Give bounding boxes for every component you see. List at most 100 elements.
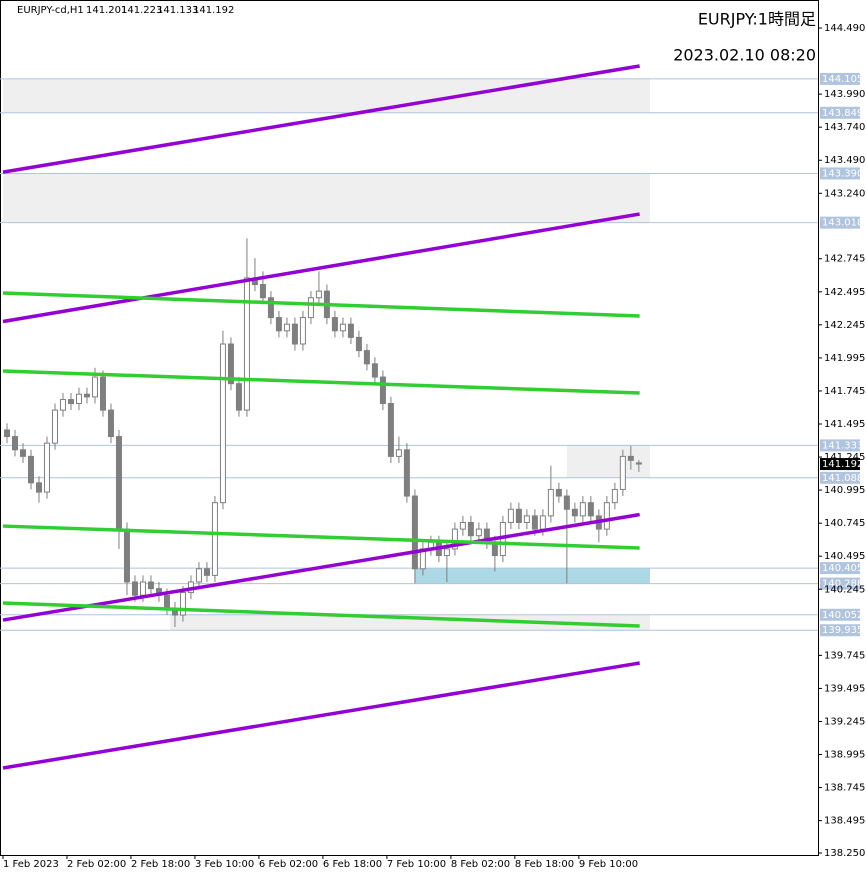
candle-body [43,442,50,493]
candle-body [451,528,458,550]
y-tick-label: 140.495 [824,551,865,562]
level-label: 141.333 [822,440,863,451]
y-tick-label: 140.745 [824,518,865,529]
trend-line [2,291,640,318]
candle-body [83,393,90,398]
y-tick-label: 141.245 [824,452,865,463]
candle-body [211,502,218,576]
level-label: 140.052 [822,610,863,621]
trend-line [2,661,640,770]
candle-body [379,376,386,405]
y-tick-label: 142.245 [824,320,865,331]
header-high: 141.223 [121,5,162,16]
candle-body [283,323,290,332]
symbol: EURJPY-cd,H1 [17,5,84,16]
header-open: 141.201 [86,5,127,16]
level-label-bg [820,577,860,590]
y-tick-label: 139.495 [824,683,865,694]
candle-body [475,528,482,537]
y-tick-label: 142.495 [824,287,865,298]
level-label-bg [820,106,860,119]
candle-body [331,317,338,332]
candle-body [195,568,202,583]
candle-body [19,449,26,457]
candle-body [75,393,82,405]
candle-body [635,462,642,465]
candle-body [579,502,586,517]
chart-title: EURJPY:1時間足 [698,10,816,29]
candle-body [203,568,210,576]
candle-body [51,409,58,444]
candle-body [403,449,410,497]
candle-body [243,277,250,411]
y-tick-label: 139.745 [824,650,865,661]
x-tick-label: 1 Feb 2023 [3,859,59,870]
candle-body [107,409,114,438]
candle-body [267,297,274,319]
candle-body [539,515,546,530]
candle-body [299,317,306,345]
level-label: 144.105 [822,74,863,85]
candle-body [611,488,618,504]
level-label-bg [820,216,860,229]
y-tick-label: 138.745 [824,783,865,794]
header-low: 141.133 [157,5,198,16]
level-label: 143.849 [822,108,863,119]
candle-body [395,449,402,457]
candle-body [587,502,594,517]
y-tick-label: 144.490 [824,23,865,34]
candle-body [227,343,234,385]
candle-body [99,376,106,411]
y-tick-label: 140.245 [824,584,865,595]
y-tick-label: 140.995 [824,485,865,496]
candle-body [291,323,298,345]
candle-body [467,521,474,537]
level-label: 140.288 [822,579,863,590]
zone [3,173,651,223]
level-label: 141.088 [822,473,863,484]
header-close: 141.192 [193,5,234,16]
trend-line [2,212,640,324]
candle-body [619,455,626,490]
candle-body [315,290,322,299]
candle-body [307,297,314,319]
y-tick-label: 138.250 [824,848,865,859]
level-label-bg [820,471,860,484]
candle-body [555,488,562,497]
x-tick-label: 9 Feb 10:00 [579,859,638,870]
y-tick-label: 138.995 [824,750,865,761]
candle-body [67,399,74,405]
candle-body [27,455,34,484]
x-tick-label: 3 Feb 10:00 [195,859,254,870]
chart-subtitle: 2023.02.10 08:20 [673,46,816,65]
candle-body [259,284,266,299]
candle-body [147,581,154,590]
trend-line [2,369,640,395]
candle-body [443,548,450,557]
level-label-bg [820,608,860,621]
y-tick-label: 143.740 [824,122,865,133]
x-tick-label: 7 Feb 10:00 [387,859,446,870]
candle-body [35,482,42,493]
x-tick-label: 6 Feb 02:00 [259,859,318,870]
candle-body [347,323,354,338]
candle-body [59,399,66,411]
zone [414,568,651,584]
y-tick-label: 141.495 [824,419,865,430]
candle-body [603,502,610,530]
candle-body [3,429,10,438]
candle-body [563,495,570,510]
level-label-bg [820,167,860,180]
y-tick-label: 143.240 [824,188,865,199]
candle-body [523,515,530,523]
zone [566,445,651,478]
y-tick-label: 142.745 [824,254,865,265]
candle-body [235,383,242,411]
x-tick-label: 8 Feb 02:00 [451,859,510,870]
candle-body [219,343,226,504]
trend-line [2,601,640,628]
trend-line [2,524,640,550]
y-tick-label: 143.990 [824,89,865,100]
level-label: 143.018 [822,218,863,229]
